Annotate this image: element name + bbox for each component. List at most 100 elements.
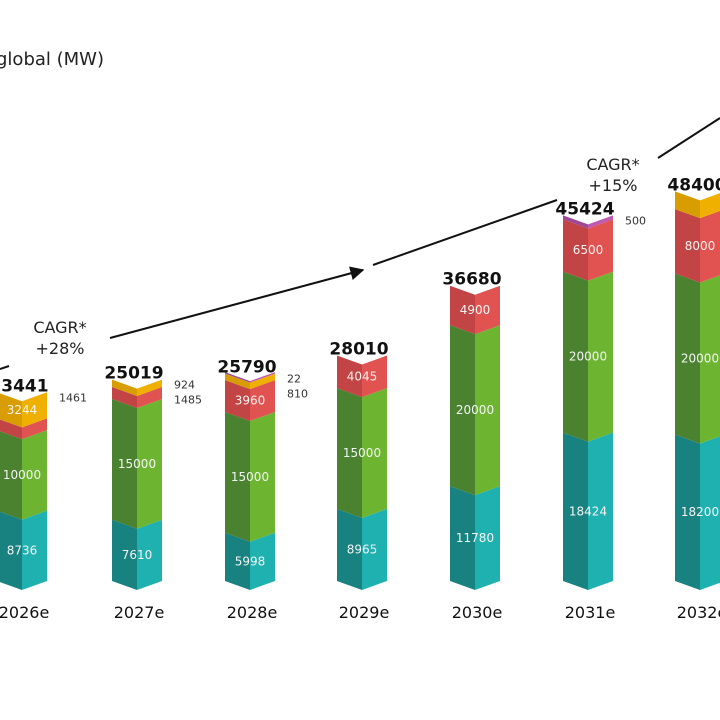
data-label: 5998 — [235, 554, 266, 568]
bar-segment — [112, 398, 137, 529]
bar-segment — [563, 219, 588, 281]
data-label: 500 — [625, 214, 646, 227]
bar-segment — [700, 275, 720, 444]
data-label: 1461 — [59, 391, 87, 404]
bar-segment — [700, 193, 720, 219]
bar-segment — [362, 355, 387, 398]
data-label: 7610 — [122, 548, 153, 562]
data-label: 22 — [287, 372, 301, 385]
bar-segment — [450, 325, 475, 496]
bar-segment — [137, 387, 162, 408]
chart-title: global (MW) — [0, 49, 104, 70]
bar-segment — [0, 431, 22, 520]
total-label: 48400 — [667, 175, 720, 195]
bar-segment — [0, 393, 22, 428]
bar-segment — [475, 325, 500, 496]
bar-segment — [362, 388, 387, 518]
data-label: 8965 — [347, 542, 378, 556]
data-label: 8000 — [685, 239, 716, 253]
bar-segment — [563, 432, 588, 590]
trend-line — [657, 117, 720, 159]
bar-segment — [112, 387, 137, 408]
bar-segment — [22, 418, 47, 440]
data-label: 18200 — [681, 505, 719, 519]
total-label: 25019 — [104, 364, 163, 384]
bar-segment — [22, 392, 47, 428]
bar-segment — [0, 419, 22, 440]
data-label: 8736 — [7, 543, 38, 557]
total-label: 36680 — [442, 270, 501, 290]
category-label: 2027e — [114, 603, 165, 622]
bar-segment — [475, 486, 500, 590]
bar-segment — [362, 508, 387, 590]
cagr-value: +28% — [36, 339, 85, 358]
data-label: 20000 — [456, 403, 494, 417]
bar-segment — [225, 372, 250, 383]
bar-segment — [475, 285, 500, 335]
bar-segment — [588, 219, 613, 281]
bar-segment — [337, 355, 362, 398]
category-label: 2029e — [339, 603, 390, 622]
bar-segment — [250, 532, 275, 590]
bar-segment — [337, 508, 362, 590]
trend-line — [372, 199, 558, 266]
bar-segment — [588, 432, 613, 590]
bar-segment — [137, 519, 162, 590]
data-label: 20000 — [569, 350, 607, 364]
data-label: 6500 — [573, 243, 604, 257]
bar-segment — [137, 398, 162, 529]
bar-segment — [675, 191, 700, 219]
trend-arrow — [109, 266, 365, 339]
bar-segment — [700, 210, 720, 283]
bar-segment — [225, 380, 250, 421]
category-label: 2031e — [565, 603, 616, 622]
data-label: 18424 — [569, 504, 607, 518]
bar-segment — [22, 430, 47, 520]
bar-segment — [250, 411, 275, 542]
data-label: 1485 — [174, 394, 202, 407]
bar-segment — [337, 388, 362, 518]
data-label: 10000 — [3, 468, 41, 482]
bar-segment — [675, 273, 700, 444]
bar-segment — [22, 510, 47, 590]
bar-segment — [250, 373, 275, 390]
trend-line — [0, 365, 10, 370]
bar-segment — [225, 532, 250, 590]
bar-segment — [675, 209, 700, 283]
bar-segment — [137, 379, 162, 397]
bar-segment — [450, 285, 475, 335]
total-label: 23441 — [0, 376, 49, 396]
data-label: 15000 — [231, 470, 269, 484]
bar-segment — [563, 271, 588, 442]
data-label: 3244 — [7, 403, 38, 417]
category-label: 2026e — [0, 603, 49, 622]
bar-segment — [225, 373, 250, 390]
bar-segment — [450, 486, 475, 590]
bar-segment — [112, 519, 137, 590]
bar-segment — [250, 380, 275, 421]
category-label: 2028e — [227, 603, 278, 622]
data-label: 15000 — [343, 446, 381, 460]
total-label: 28010 — [329, 340, 388, 360]
data-label: 4900 — [460, 303, 491, 317]
total-label: 25790 — [217, 357, 276, 377]
data-label: 11780 — [456, 531, 494, 545]
bar-segment — [225, 411, 250, 542]
cagr-label: CAGR* — [33, 318, 86, 337]
bar-segment — [588, 215, 613, 229]
bar-segment — [112, 379, 137, 397]
data-label: 20000 — [681, 351, 719, 365]
data-label: 4045 — [347, 369, 378, 383]
data-label: 924 — [174, 379, 195, 392]
cagr-value: +15% — [589, 176, 638, 195]
total-label: 45424 — [555, 199, 614, 219]
bar-segment — [250, 372, 275, 383]
category-label: 2030e — [452, 603, 503, 622]
category-label: 2032e — [677, 603, 720, 622]
bar-segment — [588, 271, 613, 442]
bar-segment — [700, 436, 720, 590]
cagr-label: CAGR* — [586, 155, 639, 174]
data-label: 810 — [287, 387, 308, 400]
bar-segment — [563, 215, 588, 229]
